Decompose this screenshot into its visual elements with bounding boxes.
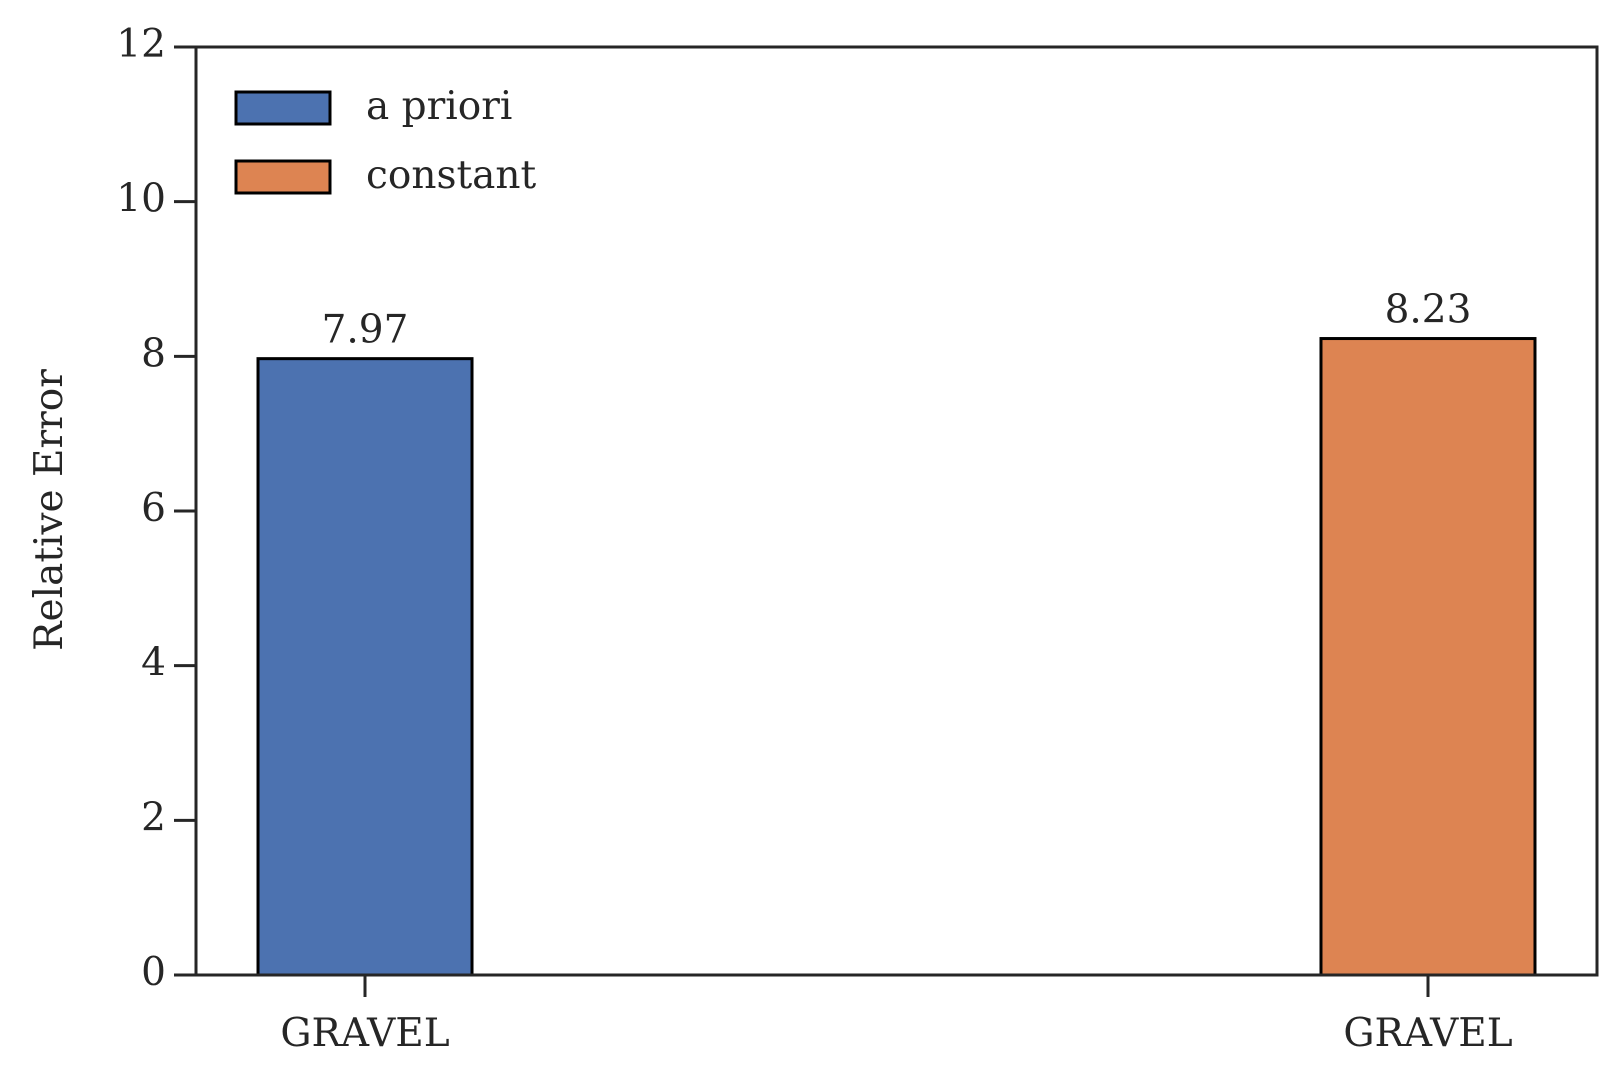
x-tick-label: GRAVEL [1343,1011,1512,1056]
y-tick-label: 0 [141,950,166,995]
y-tick-label: 2 [141,795,166,840]
legend-swatch [234,90,332,126]
y-tick-label: 12 [116,22,166,67]
y-tick-label: 8 [141,331,166,376]
legend-swatch [234,159,332,195]
value-label: 8.23 [1385,288,1472,333]
x-tick-label: GRAVEL [280,1011,449,1056]
y-tick-label: 6 [141,486,166,531]
plot-frame [194,45,1599,977]
legend-label: constant [366,153,536,198]
y-tick-label: 10 [116,177,166,222]
y-axis-label: Relative Error [27,369,72,651]
legend-label: a priori [366,84,512,129]
bar [256,357,474,977]
bar [1319,337,1537,977]
y-tick-label: 4 [141,641,166,686]
value-label: 7.97 [322,308,409,353]
